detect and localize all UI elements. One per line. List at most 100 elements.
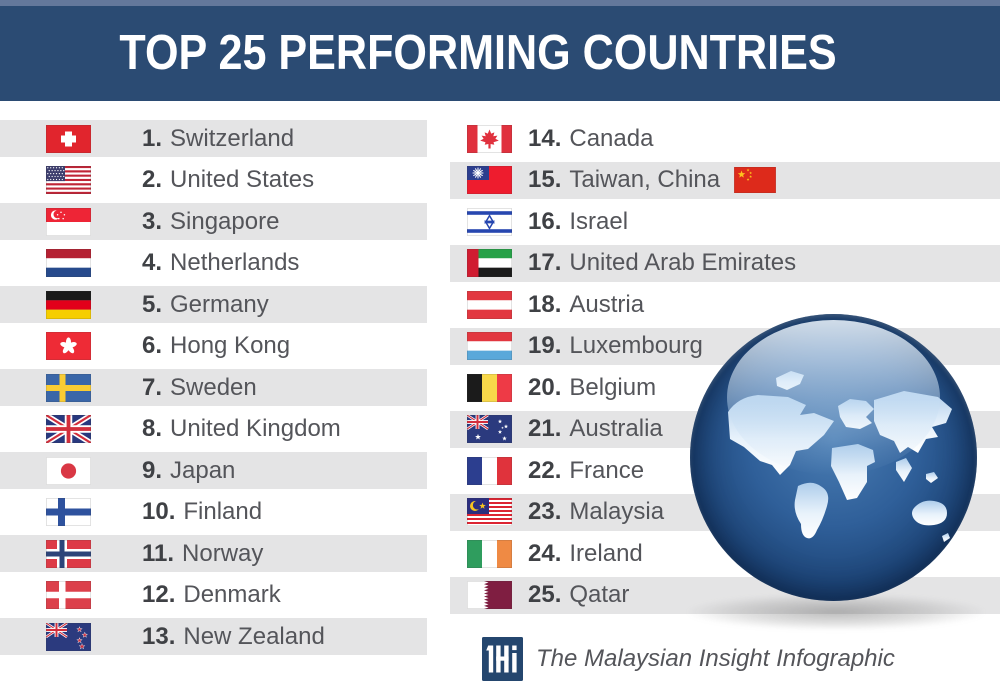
country-name: Netherlands	[170, 249, 300, 277]
flag-icon-ca	[467, 124, 513, 153]
tmi-logo-icon	[482, 637, 523, 681]
country-entry: 21. Australia	[528, 415, 663, 443]
country-row-20: 20. Belgium	[450, 367, 1000, 409]
country-row-13: 13. New Zealand	[0, 616, 427, 658]
rank-label: 24.	[528, 539, 562, 567]
flag-icon-se	[46, 373, 92, 402]
country-name: Canada	[569, 124, 654, 152]
country-row-15: 15. Taiwan, China	[450, 160, 1000, 202]
flag-icon-dk	[46, 581, 92, 610]
flag-icon-lu	[467, 332, 513, 361]
country-name: Finland	[183, 498, 263, 526]
country-name: Ireland	[569, 539, 643, 567]
country-entry: 4. Netherlands	[142, 249, 299, 277]
country-entry: 6. Hong Kong	[142, 332, 290, 360]
country-entry: 22. France	[528, 457, 644, 485]
country-row-25: 25. Qatar	[450, 575, 1000, 617]
country-name: Malaysia	[569, 498, 665, 526]
country-name: Luxembourg	[569, 332, 703, 360]
country-row-5: 5. Germany	[0, 284, 427, 326]
rank-label: 18.	[528, 290, 562, 318]
country-entry: 1. Switzerland	[142, 125, 294, 153]
flag-icon-ae	[467, 249, 513, 278]
country-row-1: 1. Switzerland	[0, 118, 427, 160]
flag-icon-be	[467, 373, 513, 402]
flag-icon-tw	[467, 166, 513, 195]
flag-icon-jp	[46, 456, 92, 485]
country-entry: 7. Sweden	[142, 374, 257, 402]
rank-label: 5.	[142, 290, 163, 318]
country-name: Taiwan, China	[569, 166, 721, 194]
top-strip	[0, 0, 1000, 6]
country-entry: 10. Finland	[142, 498, 262, 526]
globe-graphic	[690, 314, 977, 601]
footer-brand: The Malaysian Insight Infographic	[482, 637, 895, 681]
country-row-3: 3. Singapore	[0, 201, 427, 243]
flag-icon-hk	[46, 332, 92, 361]
rank-label: 15.	[528, 166, 562, 194]
country-entry: 16. Israel	[528, 208, 628, 236]
rank-label: 2.	[142, 166, 163, 194]
page-title: TOP 25 PERFORMING COUNTRIES	[119, 26, 837, 80]
rank-label: 11.	[142, 539, 175, 567]
flag-icon-no	[46, 539, 92, 568]
country-entry: 24. Ireland	[528, 540, 643, 568]
country-entry: 13. New Zealand	[142, 623, 325, 651]
flag-icon-il	[467, 207, 513, 236]
country-entry: 2. United States	[142, 166, 314, 194]
flag-icon-at	[467, 290, 513, 319]
country-row-4: 4. Netherlands	[0, 243, 427, 285]
country-entry: 18. Austria	[528, 291, 644, 319]
rank-label: 16.	[528, 207, 562, 235]
country-entry: 5. Germany	[142, 291, 269, 319]
rank-label: 10.	[142, 498, 176, 526]
country-row-7: 7. Sweden	[0, 367, 427, 409]
country-name: Belgium	[569, 373, 657, 401]
country-row-24: 24. Ireland	[450, 533, 1000, 575]
flag-icon-nl	[46, 249, 92, 278]
country-name: Hong Kong	[170, 332, 291, 360]
country-entry: 20. Belgium	[528, 374, 656, 402]
flag-icon-fi	[46, 498, 92, 527]
rank-label: 1.	[142, 124, 163, 152]
country-row-12: 12. Denmark	[0, 575, 427, 617]
country-entry: 23. Malaysia	[528, 498, 664, 526]
flag-icon-fr	[467, 456, 513, 485]
rank-label: 21.	[528, 415, 562, 443]
country-name: United States	[170, 166, 315, 194]
country-name: New Zealand	[183, 622, 325, 650]
rank-label: 12.	[142, 581, 176, 609]
country-row-14: 14. Canada	[450, 118, 1000, 160]
rank-label: 19.	[528, 332, 562, 360]
country-name: Switzerland	[170, 124, 295, 152]
rank-label: 25.	[528, 581, 562, 609]
country-row-8: 8. United Kingdom	[0, 409, 427, 451]
flag-icon-au	[466, 414, 513, 444]
flag-icon-my	[467, 498, 513, 527]
country-entry: 8. United Kingdom	[142, 415, 341, 443]
flag-icon-gb	[44, 412, 93, 446]
country-name: Australia	[569, 415, 663, 443]
country-entry: 25. Qatar	[528, 581, 629, 609]
country-name: Denmark	[183, 581, 281, 609]
flag-icon-de	[46, 290, 92, 319]
country-row-9: 9. Japan	[0, 450, 427, 492]
country-row-22: 22. France	[450, 450, 1000, 492]
country-name: United Kingdom	[170, 415, 341, 443]
rank-label: 6.	[142, 332, 163, 360]
country-row-11: 11. Norway	[0, 533, 427, 575]
globe-gloss-highlight	[727, 319, 940, 475]
flag-icon-nz	[45, 621, 92, 651]
country-name: Singapore	[170, 207, 280, 235]
flag-icon-ie	[467, 539, 513, 568]
flag-icon-us	[46, 166, 92, 195]
rank-label: 17.	[528, 249, 562, 277]
flag-icon-cn	[734, 167, 777, 194]
country-name: Israel	[569, 207, 629, 235]
country-entry: 14. Canada	[528, 125, 653, 153]
country-name: Qatar	[569, 581, 630, 609]
rank-label: 22.	[528, 456, 562, 484]
rank-label: 7.	[142, 373, 163, 401]
rank-label: 4.	[142, 249, 163, 277]
rank-label: 9.	[142, 456, 163, 484]
